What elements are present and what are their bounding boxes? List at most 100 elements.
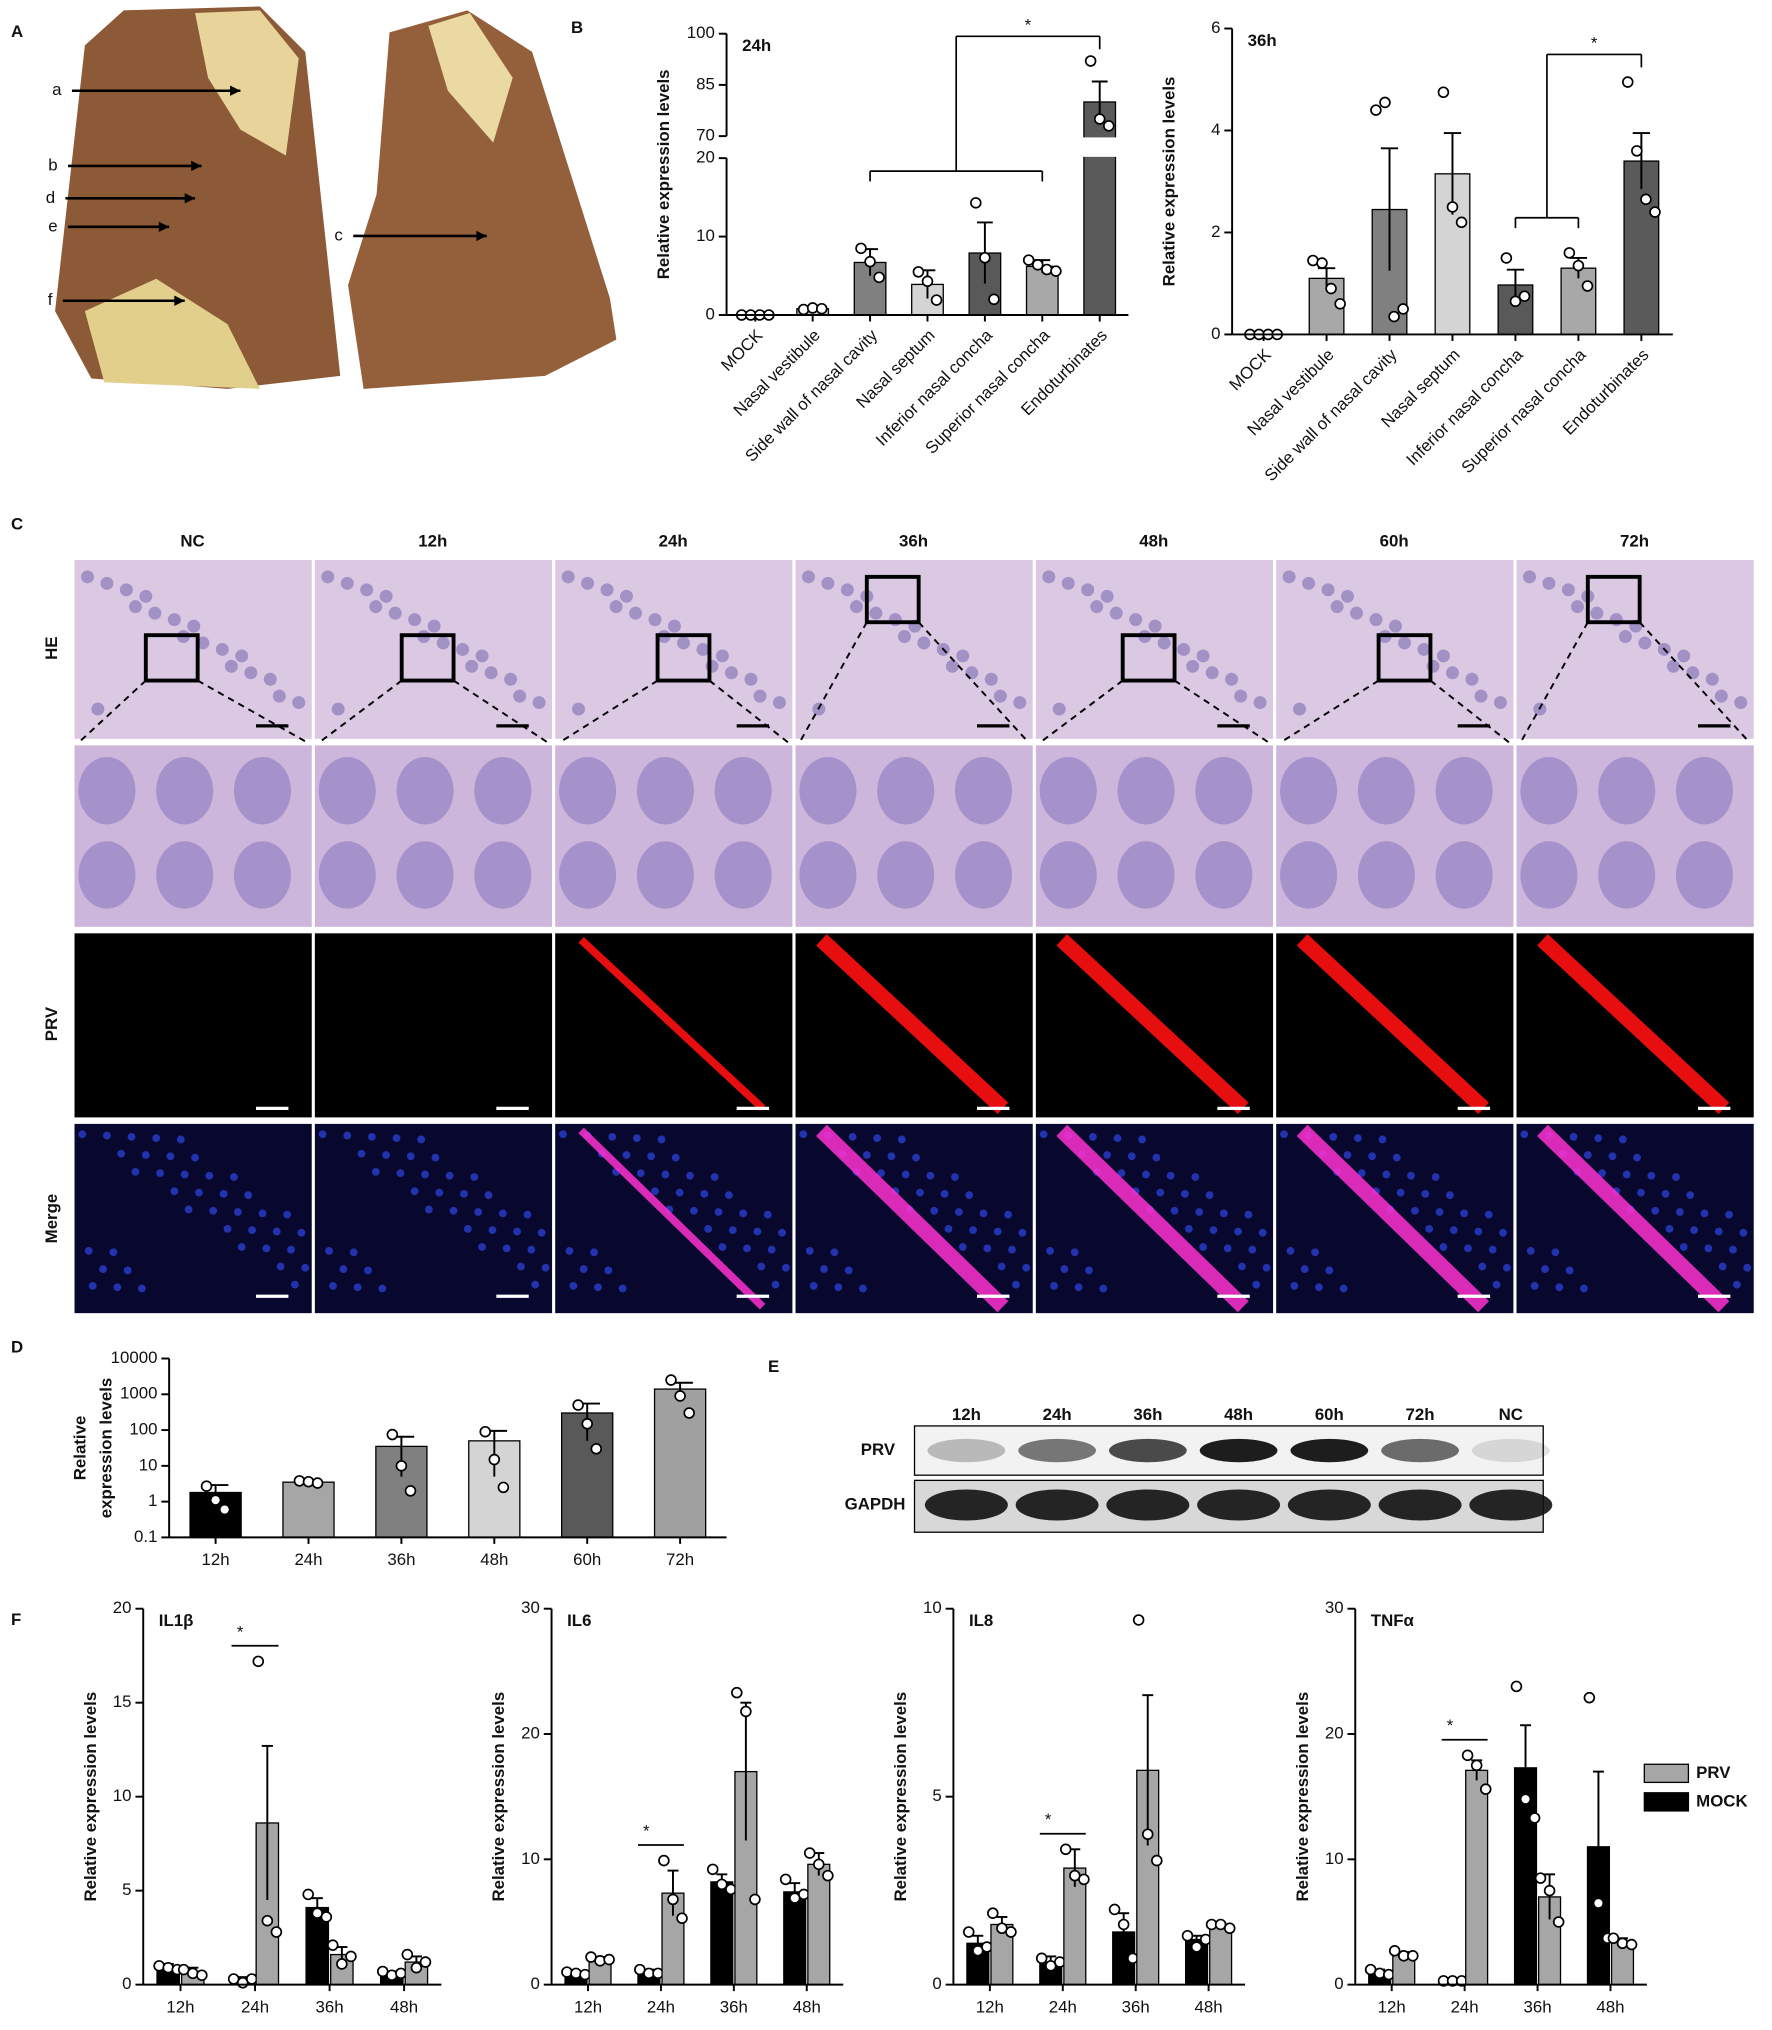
- dapi: [763, 1210, 772, 1219]
- dapi: [156, 1169, 164, 1178]
- dapi: [954, 1208, 963, 1216]
- part-label: e: [48, 216, 57, 235]
- dapi: [531, 1280, 540, 1289]
- y-tick-label: 20: [696, 148, 715, 167]
- x-tick-label: 60h: [573, 1550, 601, 1569]
- nucleus: [1109, 606, 1123, 620]
- data-point: [667, 1893, 679, 1906]
- nucleus: [667, 619, 681, 633]
- data-point: [1093, 113, 1106, 125]
- dapi: [421, 1170, 429, 1179]
- dapi: [608, 1132, 617, 1141]
- nucleus: [1341, 589, 1354, 603]
- data-point: [822, 1869, 834, 1882]
- nucleus: [1686, 666, 1700, 680]
- cell: [1357, 841, 1415, 909]
- data-point: [803, 1847, 816, 1859]
- band: [1381, 1438, 1459, 1463]
- y-tick-label: 0: [706, 304, 715, 323]
- merge-signal: [1537, 1124, 1730, 1313]
- arrow-head: [476, 230, 487, 242]
- dapi: [897, 1135, 906, 1144]
- y-tick-label: 10: [521, 1849, 540, 1868]
- cell: [318, 757, 376, 825]
- dapi: [1743, 1263, 1752, 1272]
- dapi: [1012, 1280, 1020, 1289]
- prv-signal: [578, 936, 766, 1112]
- nucleus: [840, 583, 854, 597]
- y-tick-label: 10: [139, 1455, 158, 1474]
- nucleus: [1618, 630, 1632, 643]
- dapi: [478, 1243, 486, 1251]
- panel-letter: E: [768, 1357, 779, 1376]
- data-point: [1132, 1614, 1145, 1626]
- nucleus: [1369, 613, 1383, 627]
- dapi: [527, 1245, 536, 1254]
- data-point: [779, 1873, 792, 1886]
- data-point: [676, 1912, 688, 1924]
- dapi: [123, 1266, 132, 1275]
- dapi: [1460, 1209, 1469, 1218]
- dapi: [1690, 1226, 1698, 1235]
- y-tick-label: 20: [113, 1598, 132, 1617]
- dapi: [371, 1167, 380, 1176]
- dapi: [1704, 1244, 1713, 1253]
- panel-letter: B: [571, 18, 583, 37]
- nucleus: [128, 600, 142, 614]
- nucleus: [1561, 583, 1575, 597]
- dapi: [470, 1173, 479, 1181]
- lane-label: 48h: [1224, 1405, 1253, 1424]
- y-tick-label: 1000: [120, 1384, 157, 1403]
- data-point: [1223, 1922, 1236, 1935]
- nucleus: [772, 696, 786, 710]
- data-point: [1581, 280, 1594, 292]
- dapi: [1290, 1282, 1299, 1290]
- dapi: [1325, 1266, 1334, 1275]
- dapi: [1039, 1130, 1048, 1139]
- dapi: [78, 1130, 87, 1139]
- prv-signal: [816, 934, 1009, 1115]
- dapi: [1368, 1152, 1376, 1161]
- nucleus: [427, 619, 441, 633]
- data-point: [1461, 1749, 1474, 1762]
- dapi: [1439, 1243, 1448, 1251]
- data-point: [479, 1425, 491, 1438]
- dapi: [1142, 1170, 1150, 1179]
- data-point: [1190, 1941, 1203, 1953]
- significance-label: *: [1045, 1810, 1052, 1829]
- data-point: [749, 1893, 761, 1906]
- dapi: [425, 1205, 433, 1214]
- dapi: [1633, 1153, 1641, 1162]
- band: [1471, 1438, 1550, 1463]
- legend-label: PRV: [1696, 1763, 1731, 1782]
- dapi: [195, 1188, 203, 1197]
- lane-label: 60h: [1315, 1405, 1344, 1424]
- merge-signal: [816, 1124, 1009, 1313]
- dapi: [1651, 1206, 1660, 1215]
- cell: [1195, 841, 1253, 909]
- data-point: [813, 1858, 825, 1871]
- dapi: [944, 1225, 953, 1233]
- arrow-head: [158, 221, 170, 233]
- x-tick-label: 36h: [720, 1997, 748, 2016]
- zoom-line: [318, 679, 403, 744]
- data-point: [320, 1911, 333, 1923]
- x-tick-label: 48h: [1195, 1997, 1223, 2016]
- dapi: [1396, 1188, 1405, 1197]
- data-point: [1509, 295, 1522, 308]
- column-header: NC: [180, 531, 204, 550]
- zoom-line: [453, 679, 549, 744]
- dapi: [1733, 1280, 1741, 1289]
- panel-letter: C: [11, 514, 23, 533]
- dapi: [364, 1266, 372, 1275]
- dapi: [1608, 1152, 1617, 1161]
- data-point: [1455, 216, 1468, 229]
- dapi: [1647, 1171, 1656, 1180]
- x-tick-label: 12h: [166, 1997, 194, 2016]
- chart-title: IL6: [567, 1611, 591, 1630]
- data-point: [327, 1939, 339, 1951]
- dapi: [1070, 1248, 1079, 1257]
- nucleus: [1177, 642, 1191, 656]
- data-point: [855, 242, 867, 255]
- data-point: [1103, 120, 1115, 132]
